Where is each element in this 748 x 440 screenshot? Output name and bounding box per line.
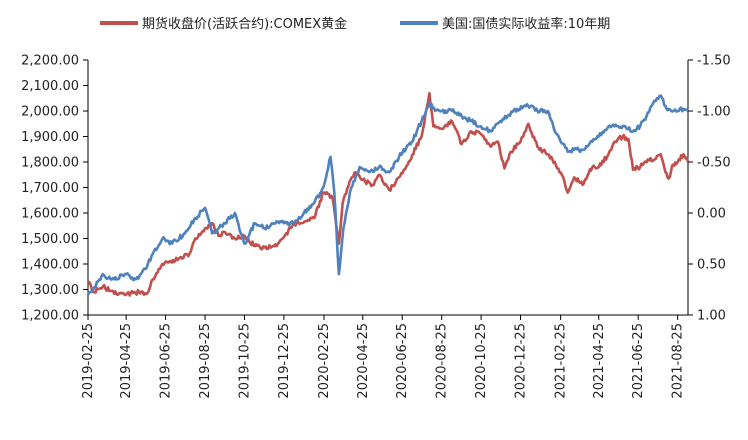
x-tick-label: 2021-06-25 [631, 323, 646, 399]
y-left-tick-label: 2,000.00 [21, 105, 79, 120]
y-left-tick-label: 1,400.00 [21, 258, 79, 273]
y-right-ticks: 1.00 0.50 0.00 -0.50 -1.00 -1.50 [688, 54, 731, 324]
x-tick-label: 2019-10-25 [237, 323, 252, 399]
y-left-tick-label: 2,200.00 [21, 54, 79, 69]
x-tick-label: 2019-06-25 [159, 323, 174, 399]
y-left-tick-label: 1,300.00 [21, 283, 79, 298]
x-tick-label: 2020-04-25 [356, 323, 371, 399]
y-right-tick-label: 0.50 [697, 258, 726, 273]
x-tick-label: 2020-06-25 [395, 323, 410, 399]
y-left-tick-label: 1,200.00 [21, 309, 79, 324]
legend-label-gold: 期货收盘价(活跃合约):COMEX黄金 [142, 16, 347, 32]
y-left-tick-label: 1,600.00 [21, 207, 79, 222]
x-tick-label: 2019-12-25 [277, 323, 292, 399]
x-tick-label: 2021-08-25 [671, 323, 686, 399]
y-left-tick-label: 1,500.00 [21, 232, 79, 247]
y-left-tick-label: 1,900.00 [21, 130, 79, 145]
x-tick-label: 2020-02-25 [317, 323, 332, 399]
x-tick-label: 2021-04-25 [592, 323, 607, 399]
series-line-gold [87, 91, 690, 297]
x-tick-label: 2020-08-25 [435, 323, 450, 399]
y-right-tick-label: -1.50 [697, 54, 731, 69]
legend: 期货收盘价(活跃合约):COMEX黄金 美国:国债实际收益率:10年期 [100, 16, 610, 32]
y-right-tick-label: -1.00 [697, 105, 731, 120]
y-left-ticks: 1,200.00 1,300.00 1,400.00 1,500.00 1,600.00… [21, 54, 88, 324]
series-layer [86, 91, 690, 297]
y-left-tick-label: 1,700.00 [21, 181, 79, 196]
legend-label-yield: 美国:国债实际收益率:10年期 [442, 16, 610, 32]
x-tick-label: 2019-04-25 [119, 323, 134, 399]
x-tick-label: 2021-02-25 [554, 323, 569, 399]
y-right-tick-label: -0.50 [697, 156, 731, 171]
series-line-yield [86, 94, 690, 296]
x-tick-label: 2020-12-25 [514, 323, 529, 399]
x-tick-label: 2019-08-25 [198, 323, 213, 399]
y-right-tick-label: 0.00 [697, 207, 726, 222]
x-tick-label: 2019-02-25 [81, 323, 96, 399]
y-left-tick-label: 1,800.00 [21, 156, 79, 171]
y-right-tick-label: 1.00 [697, 309, 726, 324]
x-tick-label: 2020-10-25 [474, 323, 489, 399]
y-left-tick-label: 2,100.00 [21, 79, 79, 94]
x-ticks: 2019-02-25 2019-04-25 2019-06-25 2019-08-25… [81, 315, 686, 399]
